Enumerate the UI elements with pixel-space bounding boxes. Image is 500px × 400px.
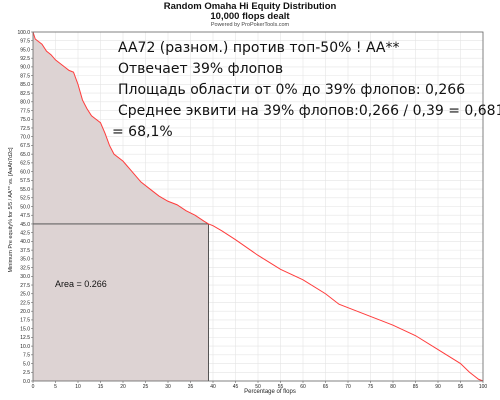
x-tick-label: 100: [479, 384, 488, 390]
chart-credit: Powered by ProPokerTools.com: [210, 22, 290, 28]
y-tick-label: 32.5: [20, 265, 30, 271]
y-tick-label: 35.0: [20, 257, 30, 263]
axes-group: [31, 31, 484, 383]
y-tick-label: 57.5: [20, 178, 30, 184]
equity-curve-group: [32, 31, 484, 382]
y-tick-label: 65.0: [20, 152, 30, 158]
y-tick-label: 27.5: [20, 283, 30, 289]
x-tick-label: 15: [98, 384, 104, 390]
x-tick-label: 90: [435, 384, 441, 390]
y-tick-label: 92.5: [20, 56, 30, 62]
annotation-block: AA72 (разном.) против топ-50% ! AA** Отв…: [112, 38, 500, 143]
x-tick-label: 45: [233, 384, 239, 390]
y-tick-label: 15.0: [20, 326, 30, 332]
x-tick-label: 0: [32, 384, 35, 390]
y-tick-label: 75.0: [20, 117, 30, 123]
y-tick-label: 30.0: [20, 274, 30, 280]
area-label: Area = 0.266: [55, 279, 107, 289]
y-tick-label: 97.5: [20, 39, 30, 45]
y-tick-label: 67.5: [20, 143, 30, 149]
y-tick-label: 45.0: [20, 222, 30, 228]
y-tick-label: 77.5: [20, 108, 30, 114]
annotation-line-4: Среднее эквити на 39% флопов:0,266 / 0,3…: [118, 103, 500, 119]
y-tick-label: 20.0: [20, 309, 30, 315]
x-tick-label: 60: [300, 384, 306, 390]
y-tick-label: 95.0: [20, 47, 30, 53]
x-tick-label: 85: [413, 384, 419, 390]
y-tick-label: 82.5: [20, 91, 30, 97]
y-tick-label: 0.0: [23, 379, 30, 385]
tick-labels-group: 0.0 2.5 5.0 7.5 10.0 12.5 15.0 17.5 20.0 22.5 25.0…: [17, 30, 487, 390]
y-tick-label: 72.5: [20, 126, 30, 132]
x-tick-label: 55: [278, 384, 284, 390]
equity-curve-line: [32, 31, 484, 382]
y-tick-label: 70.0: [20, 135, 30, 141]
x-tick-label: 25: [143, 384, 149, 390]
x-axis-label: Percentage of flops: [244, 389, 296, 395]
chart-subtitle: 10,000 flops dealt: [210, 11, 290, 22]
x-tick-label: 95: [458, 384, 464, 390]
y-tick-label: 55.0: [20, 187, 30, 193]
y-tick-label: 5.0: [23, 361, 30, 367]
x-tick-label: 65: [323, 384, 329, 390]
y-tick-label: 87.5: [20, 73, 30, 79]
y-tick-label: 22.5: [20, 300, 30, 306]
y-tick-label: 90.0: [20, 65, 30, 71]
x-tick-label: 35: [188, 384, 194, 390]
shaded-area: [33, 32, 209, 381]
y-tick-label: 47.5: [20, 213, 30, 219]
x-tick-label: 5: [54, 384, 57, 390]
x-tick-label: 70: [345, 384, 351, 390]
x-tick-label: 10: [75, 384, 81, 390]
x-tick-label: 50: [255, 384, 261, 390]
y-tick-label: 80.0: [20, 100, 30, 106]
x-tick-label: 80: [390, 384, 396, 390]
x-tick-label: 75: [368, 384, 374, 390]
y-tick-label: 100.0: [17, 30, 30, 36]
annotation-line-2: Отвечает 39% флопов: [118, 61, 284, 77]
y-tick-label: 25.0: [20, 292, 30, 298]
y-tick-label: 10.0: [20, 344, 30, 350]
shaded-area-group: [33, 32, 209, 381]
annotation-line-5: = 68,1%: [112, 124, 173, 140]
chart-title: Random Omaha Hi Equity Distribution: [163, 1, 337, 12]
y-tick-label: 42.5: [20, 230, 30, 236]
y-tick-label: 40.0: [20, 239, 30, 245]
y-tick-label: 85.0: [20, 82, 30, 88]
y-tick-label: 17.5: [20, 318, 30, 324]
annotation-line-3: Площадь области от 0% до 39% флопов: 0,2…: [118, 82, 466, 98]
y-tick-label: 37.5: [20, 248, 30, 254]
x-tick-label: 30: [165, 384, 171, 390]
y-tick-label: 60.0: [20, 169, 30, 175]
y-tick-label: 12.5: [20, 335, 30, 341]
y-tick-label: 52.5: [20, 196, 30, 202]
x-tick-label: 40: [210, 384, 216, 390]
x-tick-label: 20: [120, 384, 126, 390]
y-tick-label: 7.5: [23, 353, 30, 359]
y-tick-label: 62.5: [20, 161, 30, 167]
y-tick-label: 50.0: [20, 204, 30, 210]
annotation-line-1: AA72 (разном.) против топ-50% ! AA**: [118, 40, 400, 56]
y-tick-label: 2.5: [23, 370, 30, 376]
y-axis-label: Minimum Pre equity% for 5/5 / AA** vs. […: [8, 147, 14, 273]
